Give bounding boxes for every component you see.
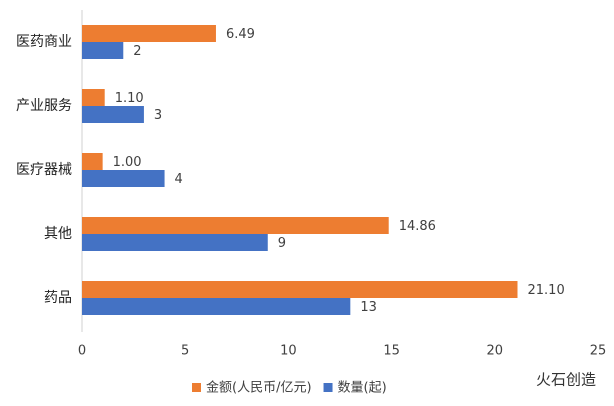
y-tick-label: 医药商业 [16,34,72,50]
data-label: 4 [175,172,183,187]
bar [82,25,216,42]
bar [82,89,105,106]
x-tick-label: 25 [590,344,607,359]
legend-swatch [192,383,201,392]
bar [82,42,124,59]
data-label: 13 [360,300,377,315]
data-label: 2 [133,44,141,59]
y-tick-label: 药品 [44,290,72,306]
y-tick-label: 医疗器械 [16,162,72,178]
x-tick-label: 5 [181,344,189,359]
bar [82,106,144,123]
data-label: 6.49 [226,27,255,42]
y-tick-label: 其他 [44,226,72,242]
bar [82,217,389,234]
data-label: 21.10 [528,283,565,298]
x-tick-label: 0 [78,344,86,359]
legend-label: 金额(人民币/亿元) [206,380,312,396]
legend-label: 数量(起) [338,381,387,396]
data-label: 1.00 [113,155,142,170]
data-label: 3 [154,108,162,123]
legend-swatch [323,383,333,392]
bar [82,234,268,251]
data-label: 1.10 [115,91,144,106]
bar [82,281,518,298]
watermark: 火石创造 [536,371,596,389]
data-label: 14.86 [399,219,436,234]
x-tick-label: 20 [487,344,504,359]
bar [82,298,351,315]
y-tick-label: 产业服务 [16,98,72,114]
data-label: 9 [278,236,286,251]
bar [82,170,165,187]
x-tick-label: 10 [280,344,297,359]
x-tick-label: 15 [383,344,400,359]
bar [82,153,103,170]
